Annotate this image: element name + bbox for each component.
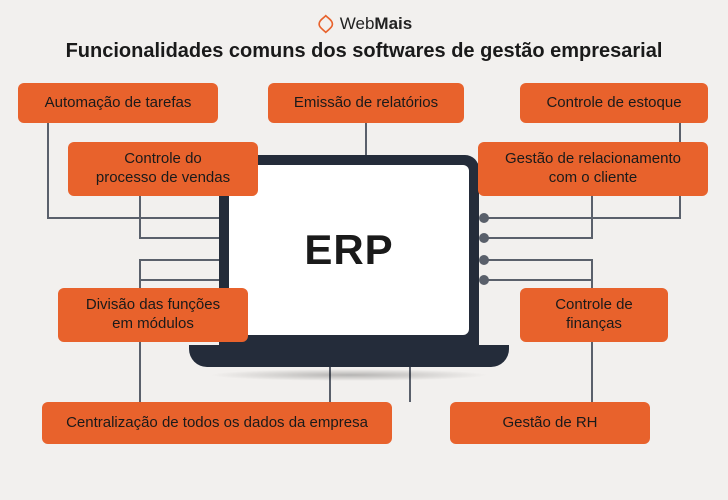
feature-box-b7: Controle definanças bbox=[520, 288, 668, 342]
feature-box-b2: Emissão de relatórios bbox=[268, 83, 464, 123]
feature-box-b3: Controle de estoque bbox=[520, 83, 708, 123]
feature-box-b5: Gestão de relacionamentocom o cliente bbox=[478, 142, 708, 196]
feature-box-b9: Gestão de RH bbox=[450, 402, 650, 444]
feature-box-b1: Automação de tarefas bbox=[18, 83, 218, 123]
laptop-frame: ERP bbox=[219, 155, 479, 345]
feature-box-b6: Divisão das funçõesem módulos bbox=[58, 288, 248, 342]
laptop-graphic: ERP bbox=[219, 155, 509, 381]
center-label: ERP bbox=[304, 226, 393, 274]
laptop-shadow bbox=[209, 369, 489, 381]
feature-box-b8: Centralização de todos os dados da empre… bbox=[42, 402, 392, 444]
laptop-base bbox=[189, 345, 509, 367]
laptop-screen: ERP bbox=[229, 165, 469, 335]
feature-box-b4: Controle doprocesso de vendas bbox=[68, 142, 258, 196]
